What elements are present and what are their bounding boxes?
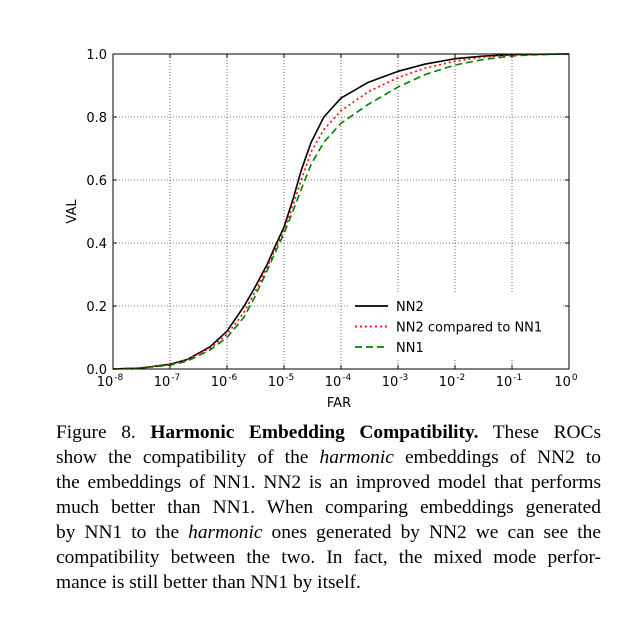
legend-label: NN2 compared to NN1 (396, 321, 542, 336)
x-tick-label: 10-5 (268, 373, 295, 390)
y-tick-labels: 0.0 0.2 0.4 0.6 0.8 1.0 (86, 48, 107, 378)
caption-line: the embeddings of NN1. NN2 is an improve… (56, 470, 601, 495)
grid-lines (113, 54, 569, 369)
x-tick-label: 10-6 (211, 373, 238, 390)
caption-text: much better than NN1. When comparing emb… (56, 497, 601, 518)
caption-bold-text: Harmonic Embedding Compatibility. (150, 422, 479, 443)
series-line-3 (112, 53, 570, 370)
y-tick-label: 0.4 (86, 237, 107, 252)
y-tick-label: 1.0 (86, 48, 107, 63)
series-line-1 (112, 53, 570, 370)
x-tick-label: 10-7 (154, 373, 181, 390)
x-tick-labels: 10-8 10-7 10-6 10-5 10-4 10-3 10-2 10-1 100 (97, 373, 578, 390)
caption-text: compatibility between the two. In fact, … (56, 547, 601, 568)
legend: NN2 NN2 compared to NN1 NN1 (350, 294, 563, 360)
caption-italic-text: harmonic (188, 522, 263, 543)
axis-ticks (112, 53, 570, 370)
caption-text: show the compatibility of the (56, 447, 320, 468)
x-tick-label: 10-8 (97, 373, 124, 390)
x-tick-label: 10-2 (439, 373, 466, 390)
x-axis-label: FAR (327, 396, 351, 411)
caption-line: mance is still better than NN1 by itself… (56, 570, 601, 595)
caption-line: compatibility between the two. In fact, … (56, 545, 601, 570)
x-tick-label: 10-3 (382, 373, 409, 390)
caption-text: by NN1 to the (56, 522, 189, 543)
y-tick-label: 0.6 (86, 174, 107, 189)
caption-text: These ROCs (478, 422, 601, 443)
caption-text: embeddings of NN2 to (393, 447, 601, 468)
x-tick-label: 10-4 (325, 373, 352, 390)
series-lines (112, 53, 570, 370)
y-axis-label: VAL (65, 199, 80, 224)
caption-line: Figure 8. Harmonic Embedding Compatibili… (56, 420, 601, 445)
caption-line: show the compatibility of the harmonic e… (56, 445, 601, 470)
figure-caption: Figure 8. Harmonic Embedding Compatibili… (56, 420, 601, 595)
roc-chart: 10-8 10-7 10-6 10-5 10-4 10-3 10-2 10-1 100 0.00… (65, 48, 578, 411)
y-tick-label: 0.2 (86, 300, 107, 315)
x-tick-label: 10-1 (496, 373, 523, 390)
x-tick-label: 100 (554, 373, 578, 390)
caption-text: ones generated by NN2 we can see the (262, 522, 601, 543)
caption-line: much better than NN1. When comparing emb… (56, 495, 601, 520)
legend-label: NN2 (396, 300, 424, 315)
series-line-2 (112, 53, 570, 370)
y-tick-label: 0.8 (86, 111, 107, 126)
caption-line: by NN1 to the harmonic ones generated by… (56, 520, 601, 545)
caption-text: the embeddings of NN1. NN2 is an improve… (56, 472, 601, 493)
caption-text: Figure 8. (56, 422, 151, 443)
caption-text: mance is still better than NN1 by itself… (56, 572, 361, 593)
y-tick-label: 0.0 (86, 363, 107, 378)
legend-label: NN1 (396, 341, 424, 356)
caption-italic-text: harmonic (319, 447, 394, 468)
